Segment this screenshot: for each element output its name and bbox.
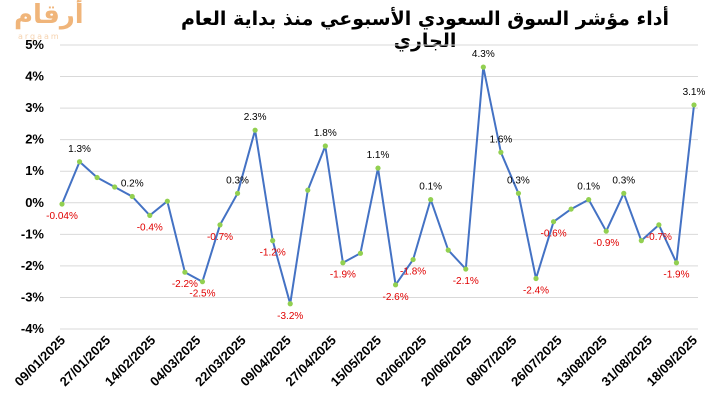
data-point [410,256,416,263]
data-point [445,247,451,253]
data-point [252,127,258,133]
y-tick-label: 2% [25,132,44,147]
data-point [533,275,539,282]
y-tick-label: 5% [25,37,44,52]
series-layer [59,64,697,307]
y-tick-label: 3% [25,100,44,115]
data-label: -1.9% [330,270,356,281]
data-point [199,279,206,285]
data-label: -2.2% [172,279,198,290]
data-label: -1.9% [663,270,689,281]
data-point [182,269,188,275]
data-label: 3.1% [683,87,706,98]
data-label: 0.3% [226,175,249,186]
data-point [305,187,311,193]
data-label: -1.2% [260,248,286,259]
data-point [375,165,381,171]
data-point [76,159,83,165]
data-point [270,238,276,244]
data-label: -1.8% [400,267,426,278]
data-label: -0.9% [593,238,619,249]
data-point [463,266,469,272]
data-point [480,64,486,70]
data-point [586,197,592,203]
y-tick-label: 4% [25,69,44,84]
y-axis: 5% 4% 3% 2% 1% 0% -1% -2% -3% -4% [21,37,45,336]
data-point [94,174,100,181]
data-point [129,193,135,200]
data-label: -0.04% [46,211,78,222]
logo-latin-text: argaam [18,32,61,41]
data-label: 0.3% [507,175,530,186]
data-label: -0.7% [646,232,672,243]
data-point [656,222,662,228]
data-point [392,282,399,288]
data-point [147,212,153,218]
y-tick-label: -2% [21,258,45,273]
x-axis: 09/01/202527/01/202514/02/202504/03/2025… [11,333,700,390]
data-point [691,102,697,108]
data-point [550,219,557,225]
data-point [234,190,241,196]
data-point [621,190,627,196]
data-label: 1.1% [367,150,390,161]
data-point [217,222,223,228]
data-label: 0.3% [612,175,635,186]
data-label: -0.7% [207,232,233,243]
data-label: 1.3% [68,144,91,155]
data-point [322,143,328,149]
data-label: -2.1% [453,276,479,287]
data-label: 0.1% [577,182,600,193]
data-point [357,250,364,256]
data-label: -0.6% [540,229,566,240]
data-point [428,197,434,203]
data-label: 1.8% [314,128,337,139]
data-label: -2.6% [382,292,408,303]
data-point [603,228,609,234]
data-point [568,206,574,212]
y-tick-label: -3% [21,289,45,304]
data-point [498,149,504,155]
data-label: 0.1% [419,182,442,193]
data-point [59,201,65,207]
data-point [112,184,118,190]
data-label: -0.4% [137,222,163,233]
data-label: 4.3% [472,49,495,60]
data-labels: -0.04% 1.3% 0.2% -0.4% -2.2%-2.5% -0.7% 0.3% 2.… [46,49,705,322]
y-tick-label: -1% [21,226,45,241]
logo-arabic-text: أرقام [14,0,84,30]
argaam-logo: أرقام argaam [4,0,94,46]
data-label: 2.3% [244,112,267,123]
y-tick-label: -4% [21,321,45,336]
data-label: -2.4% [523,286,549,297]
data-point [164,198,170,204]
data-label: -2.5% [189,289,215,300]
data-label: 1.6% [489,134,512,145]
y-tick-label: 1% [25,163,44,178]
y-tick-label: 0% [25,195,44,210]
data-point [638,238,644,244]
gridlines [60,44,698,330]
data-label: -3.2% [277,311,303,322]
data-label: 0.2% [121,178,144,189]
data-point [515,190,522,196]
data-point [673,260,680,266]
chart-title: أداء مؤشر السوق السعودي الأسبوعي منذ بدا… [180,8,670,52]
data-point [340,260,346,266]
data-point [287,301,293,307]
